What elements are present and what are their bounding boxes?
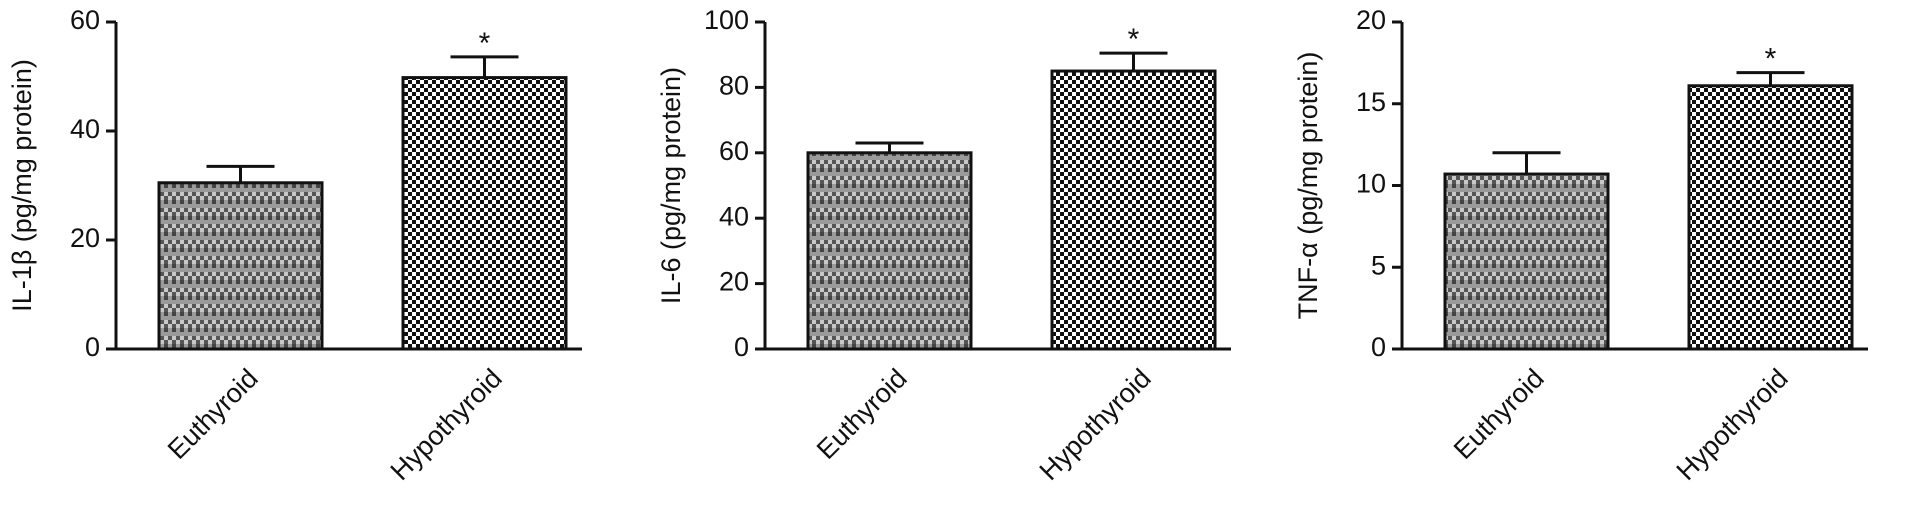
- y-axis-label: IL-6 (pg/mg protein): [656, 67, 686, 304]
- x-tick-label: Euthyroid: [162, 363, 264, 465]
- x-tick-label: Euthyroid: [811, 363, 913, 465]
- y-tick-label: 15: [1356, 87, 1386, 117]
- y-tick-label: 40: [719, 201, 749, 231]
- bar: [806, 151, 973, 351]
- y-tick-label: 0: [85, 332, 100, 362]
- y-axis-label: IL-1β (pg/mg protein): [7, 59, 37, 312]
- significance-mark: *: [479, 27, 491, 60]
- x-tick-label: Hypothyroid: [385, 363, 508, 486]
- x-tick-label: Hypothyroid: [1671, 363, 1794, 486]
- y-tick-label: 60: [719, 136, 749, 166]
- bar: [157, 181, 324, 351]
- y-tick-label: 20: [1356, 5, 1386, 35]
- y-axis-label: TNF-α (pg/mg protein): [1293, 52, 1323, 320]
- y-tick-label: 40: [70, 114, 100, 144]
- bar: [1443, 172, 1610, 351]
- bar: [1687, 84, 1854, 351]
- y-tick-label: 100: [704, 5, 749, 35]
- significance-mark: *: [1128, 23, 1140, 56]
- significance-mark: *: [1765, 43, 1777, 76]
- bar: [1050, 69, 1217, 351]
- y-tick-label: 20: [719, 267, 749, 297]
- y-tick-label: 60: [70, 5, 100, 35]
- y-tick-label: 80: [719, 71, 749, 101]
- bar: [401, 76, 568, 351]
- y-tick-label: 5: [1371, 250, 1386, 280]
- y-tick-label: 10: [1356, 169, 1386, 199]
- y-tick-label: 0: [734, 332, 749, 362]
- x-tick-label: Euthyroid: [1448, 363, 1550, 465]
- x-tick-label: Hypothyroid: [1034, 363, 1157, 486]
- y-tick-label: 20: [70, 223, 100, 253]
- y-tick-label: 0: [1371, 332, 1386, 362]
